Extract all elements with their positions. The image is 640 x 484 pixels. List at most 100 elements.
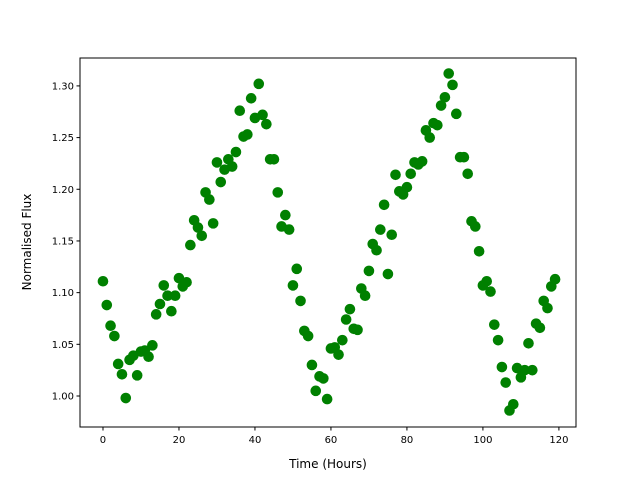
- data-point: [268, 153, 280, 165]
- data-point: [462, 168, 474, 180]
- data-point: [234, 105, 246, 117]
- data-point: [116, 368, 128, 380]
- data-point: [242, 129, 253, 140]
- data-point: [185, 239, 196, 251]
- data-point: [97, 275, 109, 287]
- y-tick-label: 1.10: [52, 288, 74, 299]
- y-tick-label: 1.05: [52, 340, 74, 351]
- data-point: [204, 194, 215, 205]
- data-point: [447, 79, 458, 91]
- data-point: [112, 358, 124, 370]
- data-point: [549, 273, 561, 285]
- data-point: [181, 276, 192, 288]
- data-point: [150, 309, 162, 320]
- data-point: [340, 314, 352, 325]
- data-point: [211, 157, 223, 168]
- data-point: [280, 209, 291, 221]
- data-point: [496, 361, 508, 373]
- data-point: [147, 340, 158, 351]
- data-point: [439, 91, 451, 103]
- data-point: [283, 224, 295, 235]
- data-point: [432, 119, 443, 131]
- data-point: [451, 108, 462, 120]
- x-axis: 0 20 40 60 80 100 120: [100, 427, 568, 446]
- data-point: [287, 280, 299, 291]
- data-point: [158, 280, 170, 291]
- data-point: [230, 146, 242, 158]
- data-point: [192, 222, 204, 233]
- data-point: [534, 322, 546, 334]
- y-axis-label: Normalised Flux: [20, 194, 34, 291]
- data-point: [333, 349, 344, 360]
- data-point: [257, 109, 268, 121]
- data-point: [166, 305, 177, 317]
- data-point: [424, 132, 436, 143]
- data-point: [542, 302, 553, 314]
- axes-frame: [79, 57, 577, 428]
- data-point: [261, 118, 272, 130]
- data-point: [226, 161, 238, 172]
- data-point: [382, 268, 394, 280]
- data-point: [337, 334, 348, 346]
- data-point: [371, 244, 382, 256]
- data-point: [295, 295, 306, 307]
- data-point: [207, 218, 219, 229]
- data-point: [401, 181, 413, 193]
- data-point: [318, 373, 329, 384]
- data-point: [470, 221, 481, 232]
- data-point: [344, 303, 356, 315]
- x-tick-label: 60: [325, 435, 338, 446]
- data-point: [245, 93, 257, 104]
- data-point: [101, 299, 113, 311]
- data-point: [458, 151, 470, 163]
- data-point: [302, 330, 314, 342]
- data-point: [272, 187, 284, 198]
- data-point: [143, 351, 154, 363]
- data-point: [508, 398, 519, 410]
- data-point: [321, 393, 333, 405]
- data-point: [405, 168, 417, 180]
- data-point: [105, 320, 116, 332]
- data-point: [291, 263, 303, 275]
- x-axis-label: Time (Hours): [288, 457, 367, 471]
- data-point: [375, 224, 386, 235]
- data-point: [519, 364, 531, 376]
- x-tick-label: 20: [173, 435, 186, 446]
- data-point: [120, 392, 132, 404]
- data-point: [253, 78, 265, 90]
- data-point: [527, 364, 538, 376]
- x-tick-label: 120: [549, 435, 568, 446]
- data-point: [500, 377, 512, 388]
- data-point: [359, 290, 371, 302]
- data-point: [473, 245, 485, 257]
- data-point: [306, 359, 318, 371]
- data-point: [154, 298, 166, 310]
- data-point: [363, 265, 375, 277]
- data-points: [97, 68, 561, 416]
- data-point: [386, 229, 398, 241]
- data-point: [416, 156, 428, 167]
- x-tick-label: 80: [401, 435, 414, 446]
- data-point: [162, 290, 173, 302]
- y-tick-label: 1.20: [52, 185, 74, 196]
- y-tick-label: 1.30: [52, 81, 74, 92]
- y-tick-label: 1.25: [52, 133, 74, 144]
- x-tick-label: 40: [249, 435, 262, 446]
- data-point: [196, 230, 208, 242]
- data-point: [523, 337, 534, 349]
- x-tick-label: 100: [473, 435, 492, 446]
- data-point: [215, 176, 227, 188]
- data-point: [109, 330, 120, 342]
- y-tick-label: 1.15: [52, 236, 74, 247]
- data-point: [435, 100, 447, 111]
- data-point: [378, 199, 390, 211]
- x-tick-label: 0: [100, 435, 106, 446]
- data-point: [443, 68, 455, 79]
- data-point: [310, 385, 322, 397]
- data-point: [481, 275, 493, 287]
- data-point: [485, 286, 496, 297]
- data-point: [131, 370, 143, 381]
- data-point: [492, 334, 504, 346]
